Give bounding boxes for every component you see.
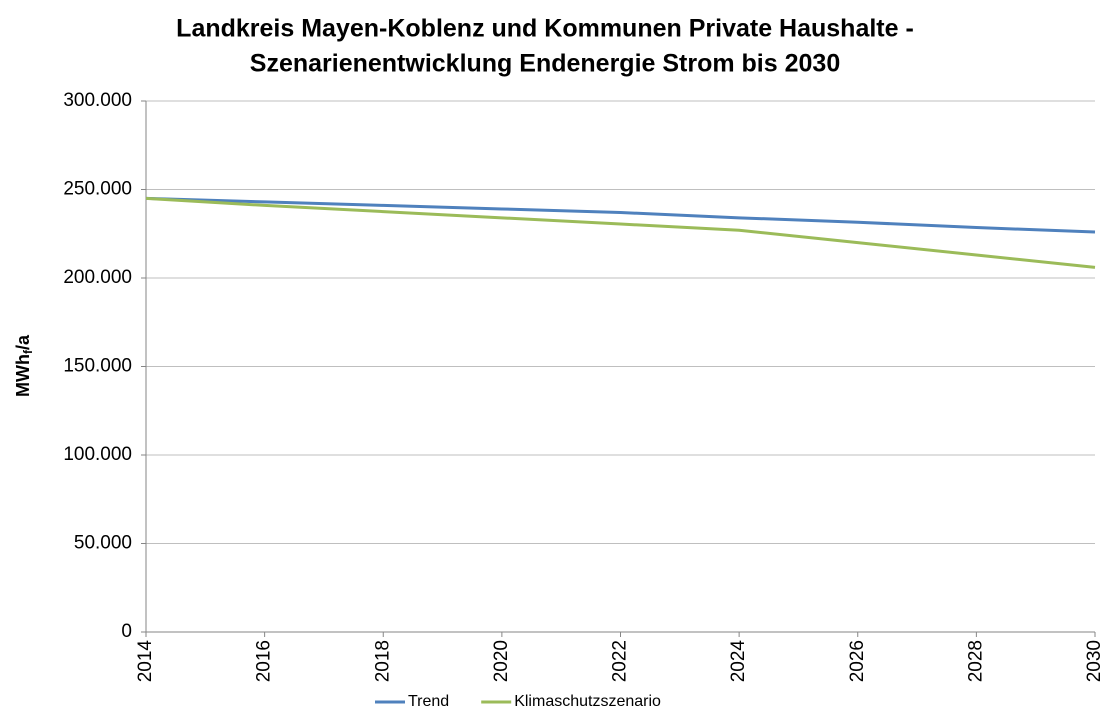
x-tick-label: 2026 [847,640,868,682]
x-tick-label: 2018 [372,640,393,682]
series-line [145,196,1096,234]
series-line [145,196,1096,269]
chart-title: Landkreis Mayen-Koblenz und Kommunen Pri… [176,15,914,43]
legend-label: Klimaschutzszenario [514,693,661,710]
y-tick-label: 200.000 [63,267,132,288]
x-tick-label: 2014 [135,640,156,683]
y-tick-label: 250.000 [63,179,132,200]
x-tick-label: 2024 [728,640,749,683]
x-tick-label: 2028 [965,640,986,682]
x-tick-label: 2030 [1084,640,1105,682]
y-axis-label: MWhf/a [13,334,35,397]
y-tick-label: 100.000 [63,444,132,465]
y-tick-label: 50.000 [74,533,132,554]
x-tick-label: 2022 [610,640,631,682]
x-tick-label: 2020 [491,640,512,682]
x-tick-label: 2016 [254,640,275,682]
y-tick-label: 0 [121,621,132,642]
chart-title: Szenarienentwicklung Endenergie Strom bi… [250,50,840,78]
legend-label: Trend [408,693,449,710]
y-tick-label: 150.000 [63,356,132,377]
y-tick-label: 300.000 [63,90,132,111]
